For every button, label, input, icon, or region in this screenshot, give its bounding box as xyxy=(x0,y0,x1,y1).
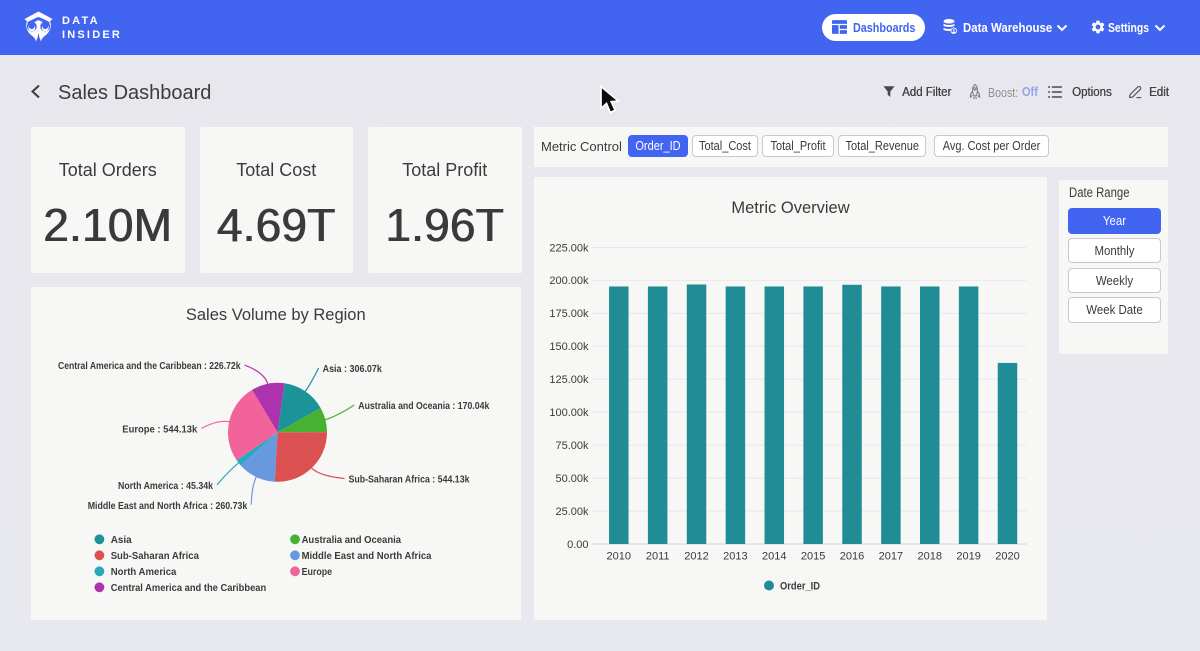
svg-text:150.00k: 150.00k xyxy=(549,341,589,353)
svg-text:0.00: 0.00 xyxy=(567,539,588,551)
svg-text:2012: 2012 xyxy=(684,551,708,563)
svg-text:2016: 2016 xyxy=(840,551,864,563)
svg-text:North America: North America xyxy=(111,566,177,578)
svg-text:2014: 2014 xyxy=(762,551,786,563)
svg-text:Middle East and North Africa :: Middle East and North Africa : 260.73k xyxy=(88,500,248,512)
svg-text:Australia and Oceania: Australia and Oceania xyxy=(302,534,402,546)
svg-text:2017: 2017 xyxy=(879,551,903,563)
svg-text:Europe : 544.13k: Europe : 544.13k xyxy=(122,424,197,436)
svg-text:Australia and Oceania : 170.04: Australia and Oceania : 170.04k xyxy=(358,400,489,412)
svg-text:50.00k: 50.00k xyxy=(555,473,589,485)
svg-text:75.00k: 75.00k xyxy=(555,440,589,452)
svg-text:175.00k: 175.00k xyxy=(549,308,589,320)
svg-text:2019: 2019 xyxy=(956,551,980,563)
svg-text:Asia: Asia xyxy=(111,534,132,546)
svg-text:2010: 2010 xyxy=(607,551,631,563)
svg-text:2015: 2015 xyxy=(801,551,825,563)
svg-text:2013: 2013 xyxy=(723,551,747,563)
svg-text:North America : 45.34k: North America : 45.34k xyxy=(118,480,213,492)
svg-text:Order_ID: Order_ID xyxy=(780,581,820,593)
svg-text:2018: 2018 xyxy=(918,551,942,563)
svg-text:100.00k: 100.00k xyxy=(549,407,589,419)
svg-text:Middle East and North Africa: Middle East and North Africa xyxy=(302,550,432,562)
svg-text:25.00k: 25.00k xyxy=(555,506,589,518)
svg-text:Sub-Saharan Africa : 544.13k: Sub-Saharan Africa : 544.13k xyxy=(349,474,470,486)
svg-text:2020: 2020 xyxy=(995,551,1019,563)
svg-text:200.00k: 200.00k xyxy=(549,275,589,287)
svg-text:125.00k: 125.00k xyxy=(549,374,589,386)
svg-text:225.00k: 225.00k xyxy=(549,242,589,254)
svg-text:Asia : 306.07k: Asia : 306.07k xyxy=(323,363,382,375)
svg-text:Sub-Saharan Africa: Sub-Saharan Africa xyxy=(111,550,199,562)
svg-text:Central America and the Caribb: Central America and the Caribbean xyxy=(111,582,267,594)
svg-text:Europe: Europe xyxy=(302,566,333,578)
svg-text:2011: 2011 xyxy=(646,551,670,563)
svg-text:Central America and the Caribb: Central America and the Caribbean : 226.… xyxy=(58,360,241,372)
